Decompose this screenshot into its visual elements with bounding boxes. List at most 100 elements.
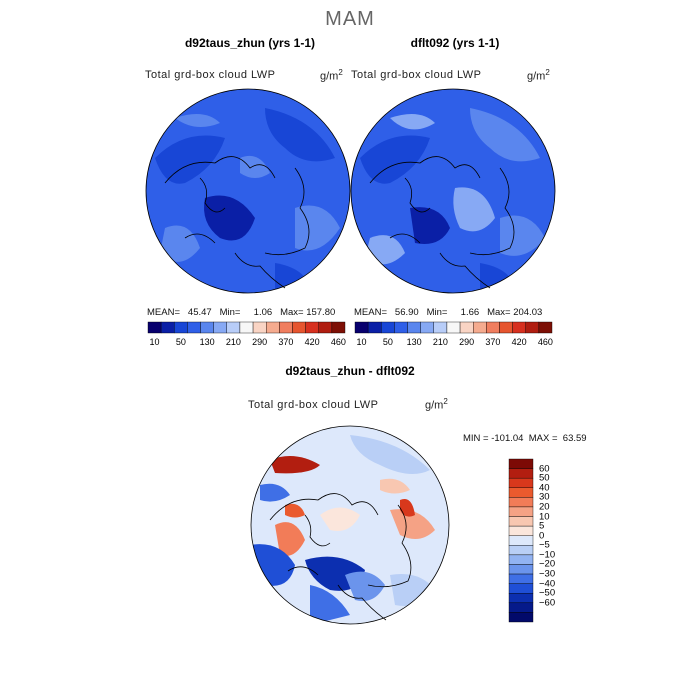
colorbar-tick-label: 10	[356, 337, 367, 347]
colorbar-tick-label: 370	[485, 337, 501, 347]
diff-colorbar-swatch	[508, 525, 534, 536]
colorbar-swatch	[381, 321, 395, 334]
colorbar-swatch	[305, 321, 319, 334]
colorbar-swatch	[200, 321, 214, 334]
diff-colorbar-swatch	[508, 497, 534, 508]
diff-colorbar-tick-label: 10	[539, 511, 550, 523]
diff-colorbar-tick-label: 5	[539, 520, 545, 532]
diff-colorbar-tick-label: 60	[539, 463, 550, 475]
colorbar-tick-label: 50	[382, 337, 393, 347]
season-title: MAM	[325, 8, 375, 30]
diff-colorbar-swatch	[508, 564, 534, 575]
diff-colorbar-tick-label: −60	[539, 597, 556, 609]
colorbar-tick-label: 10	[149, 337, 160, 347]
colorbar-swatch	[226, 321, 241, 334]
diff-colorbar-swatch	[508, 545, 534, 556]
diff-colorbar-swatch	[508, 583, 534, 594]
diff-colorbar-tick-label: −30	[539, 568, 556, 580]
colorbar-swatch	[433, 321, 448, 334]
diff-colorbar-swatch	[508, 535, 534, 546]
panel-2-coastlines	[369, 156, 515, 289]
diff-colorbar-swatch	[508, 468, 534, 479]
colorbar-tick-label: 370	[278, 337, 294, 347]
diff-colorbar-swatch	[508, 477, 534, 488]
colorbar-swatch	[279, 321, 293, 334]
colorbar-swatch	[239, 321, 254, 334]
colorbar-swatch	[292, 321, 306, 334]
colorbar-swatch	[420, 321, 434, 334]
diff-colorbar-tick-label: −10	[539, 549, 556, 561]
colorbar-tick-label: 290	[459, 337, 475, 347]
diff-units: g/m2	[425, 397, 448, 412]
diff-colorbar-swatch	[508, 554, 534, 565]
panel-2-colorbar	[354, 321, 553, 334]
colorbar-tick-label: 420	[304, 337, 320, 347]
colorbar-tick-label: 50	[175, 337, 186, 347]
colorbar-swatch	[459, 321, 474, 334]
panel-1-units: g/m2	[320, 68, 343, 83]
colorbar-tick-label: 290	[252, 337, 268, 347]
panel-1-stats: MEAN= 45.47 Min= 1.06 Max= 157.80	[147, 307, 336, 318]
colorbar-swatch	[174, 321, 188, 334]
colorbar-tick-label: 460	[537, 337, 553, 347]
panel-1-colorbar-labels: 10 50 130 210 290 370 420 460	[148, 337, 346, 349]
diff-colorbar-tick-label: 0	[539, 530, 545, 542]
colorbar-swatch	[446, 321, 461, 334]
diff-colorbar-swatch	[508, 602, 534, 613]
panel-1-polar-map	[145, 88, 351, 294]
colorbar-swatch	[499, 321, 513, 334]
diff-colorbar-tick-label: 50	[539, 472, 550, 484]
diff-colorbar-tick-label: −50	[539, 587, 556, 599]
diff-colorbar-tick-label: −40	[539, 578, 556, 590]
colorbar-swatch	[318, 321, 333, 334]
colorbar-swatch	[354, 321, 369, 334]
diff-colorbar-swatch	[508, 612, 534, 623]
diff-colorbar-labels: 60 50 40 30 20 10 5 0 −5 −10 −20 −30 −40 −50 −60	[539, 459, 579, 622]
colorbar-swatch	[187, 321, 201, 334]
colorbar-swatch	[538, 321, 553, 334]
colorbar-tick-label: 130	[199, 337, 215, 347]
diff-colorbar-tick-label: 20	[539, 501, 550, 513]
colorbar-swatch	[525, 321, 540, 334]
diff-colorbar-tick-label: 40	[539, 482, 550, 494]
colorbar-tick-label: 460	[330, 337, 346, 347]
colorbar-swatch	[367, 321, 382, 334]
panel-1-colorbar	[147, 321, 346, 334]
colorbar-tick-label: 130	[406, 337, 422, 347]
diff-colorbar-swatch	[508, 573, 534, 584]
panel-1-coastlines	[164, 156, 310, 289]
diff-minmax: MIN = -101.04 MAX = 63.59	[463, 433, 587, 444]
colorbar-swatch	[486, 321, 500, 334]
diff-colorbar-tick-label: −5	[539, 539, 550, 551]
colorbar-swatch	[147, 321, 162, 334]
colorbar-swatch	[265, 321, 280, 334]
diff-colorbar-swatch	[508, 516, 534, 527]
diff-colorbar-swatch	[508, 506, 534, 517]
colorbar-swatch	[472, 321, 487, 334]
colorbar-swatch	[160, 321, 175, 334]
colorbar-swatch	[331, 321, 346, 334]
panel-1-variable: Total grd-box cloud LWP	[145, 69, 276, 81]
diff-colorbar-swatch	[508, 458, 534, 469]
panel-2-colorbar-labels: 10 50 130 210 290 370 420 460	[355, 337, 553, 349]
colorbar-tick-label: 210	[432, 337, 448, 347]
panel-1-title: d92taus_zhun (yrs 1-1)	[184, 36, 316, 50]
colorbar-swatch	[407, 321, 421, 334]
diff-polar-map	[250, 425, 450, 625]
diff-coastlines	[269, 493, 412, 621]
diff-variable: Total grd-box cloud LWP	[248, 399, 379, 411]
panel-2-stats: MEAN= 56.90 Min= 1.66 Max= 204.03	[354, 307, 543, 318]
diff-title: d92taus_zhun - dflt092	[285, 364, 415, 378]
colorbar-swatch	[512, 321, 526, 334]
colorbar-swatch	[252, 321, 267, 334]
diff-colorbar-swatch	[508, 593, 534, 604]
colorbar-tick-label: 210	[225, 337, 241, 347]
diff-colorbar-swatch	[508, 487, 534, 498]
diff-colorbar-tick-label: 30	[539, 491, 550, 503]
diff-colorbar	[508, 458, 534, 623]
diff-colorbar-tick-label: −20	[539, 558, 556, 570]
panel-2-polar-map	[350, 88, 556, 294]
colorbar-tick-label: 420	[511, 337, 527, 347]
panel-2-variable: Total grd-box cloud LWP	[351, 69, 482, 81]
panel-2-units: g/m2	[527, 68, 550, 83]
